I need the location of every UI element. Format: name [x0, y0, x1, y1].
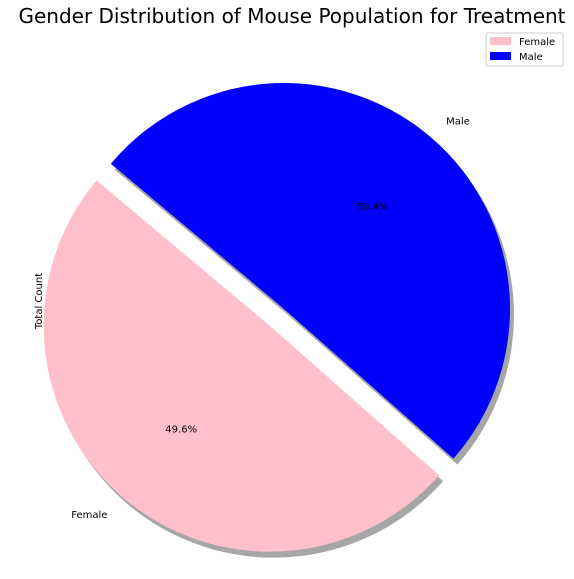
slice-percent-female: 49.6%: [165, 424, 197, 435]
pie-slice-female: [43, 180, 440, 552]
legend-swatch-female: [490, 37, 511, 45]
slice-percent-male: 50.4%: [357, 202, 389, 213]
slice-label-male: Male: [446, 117, 470, 128]
y-axis-label: Total Count: [34, 273, 45, 330]
pie-slices: [43, 83, 510, 552]
pie-slice-male: [110, 83, 510, 459]
legend-swatch-male: [490, 52, 511, 60]
slice-label-female: Female: [71, 510, 107, 521]
pie-labels: Female 49.6% Male 50.4%: [71, 117, 470, 522]
chart-title: Gender Distribution of Mouse Population …: [18, 4, 565, 28]
legend-label-female: Female: [519, 37, 555, 48]
legend: Female Male: [485, 32, 564, 67]
legend-label-male: Male: [519, 52, 543, 63]
